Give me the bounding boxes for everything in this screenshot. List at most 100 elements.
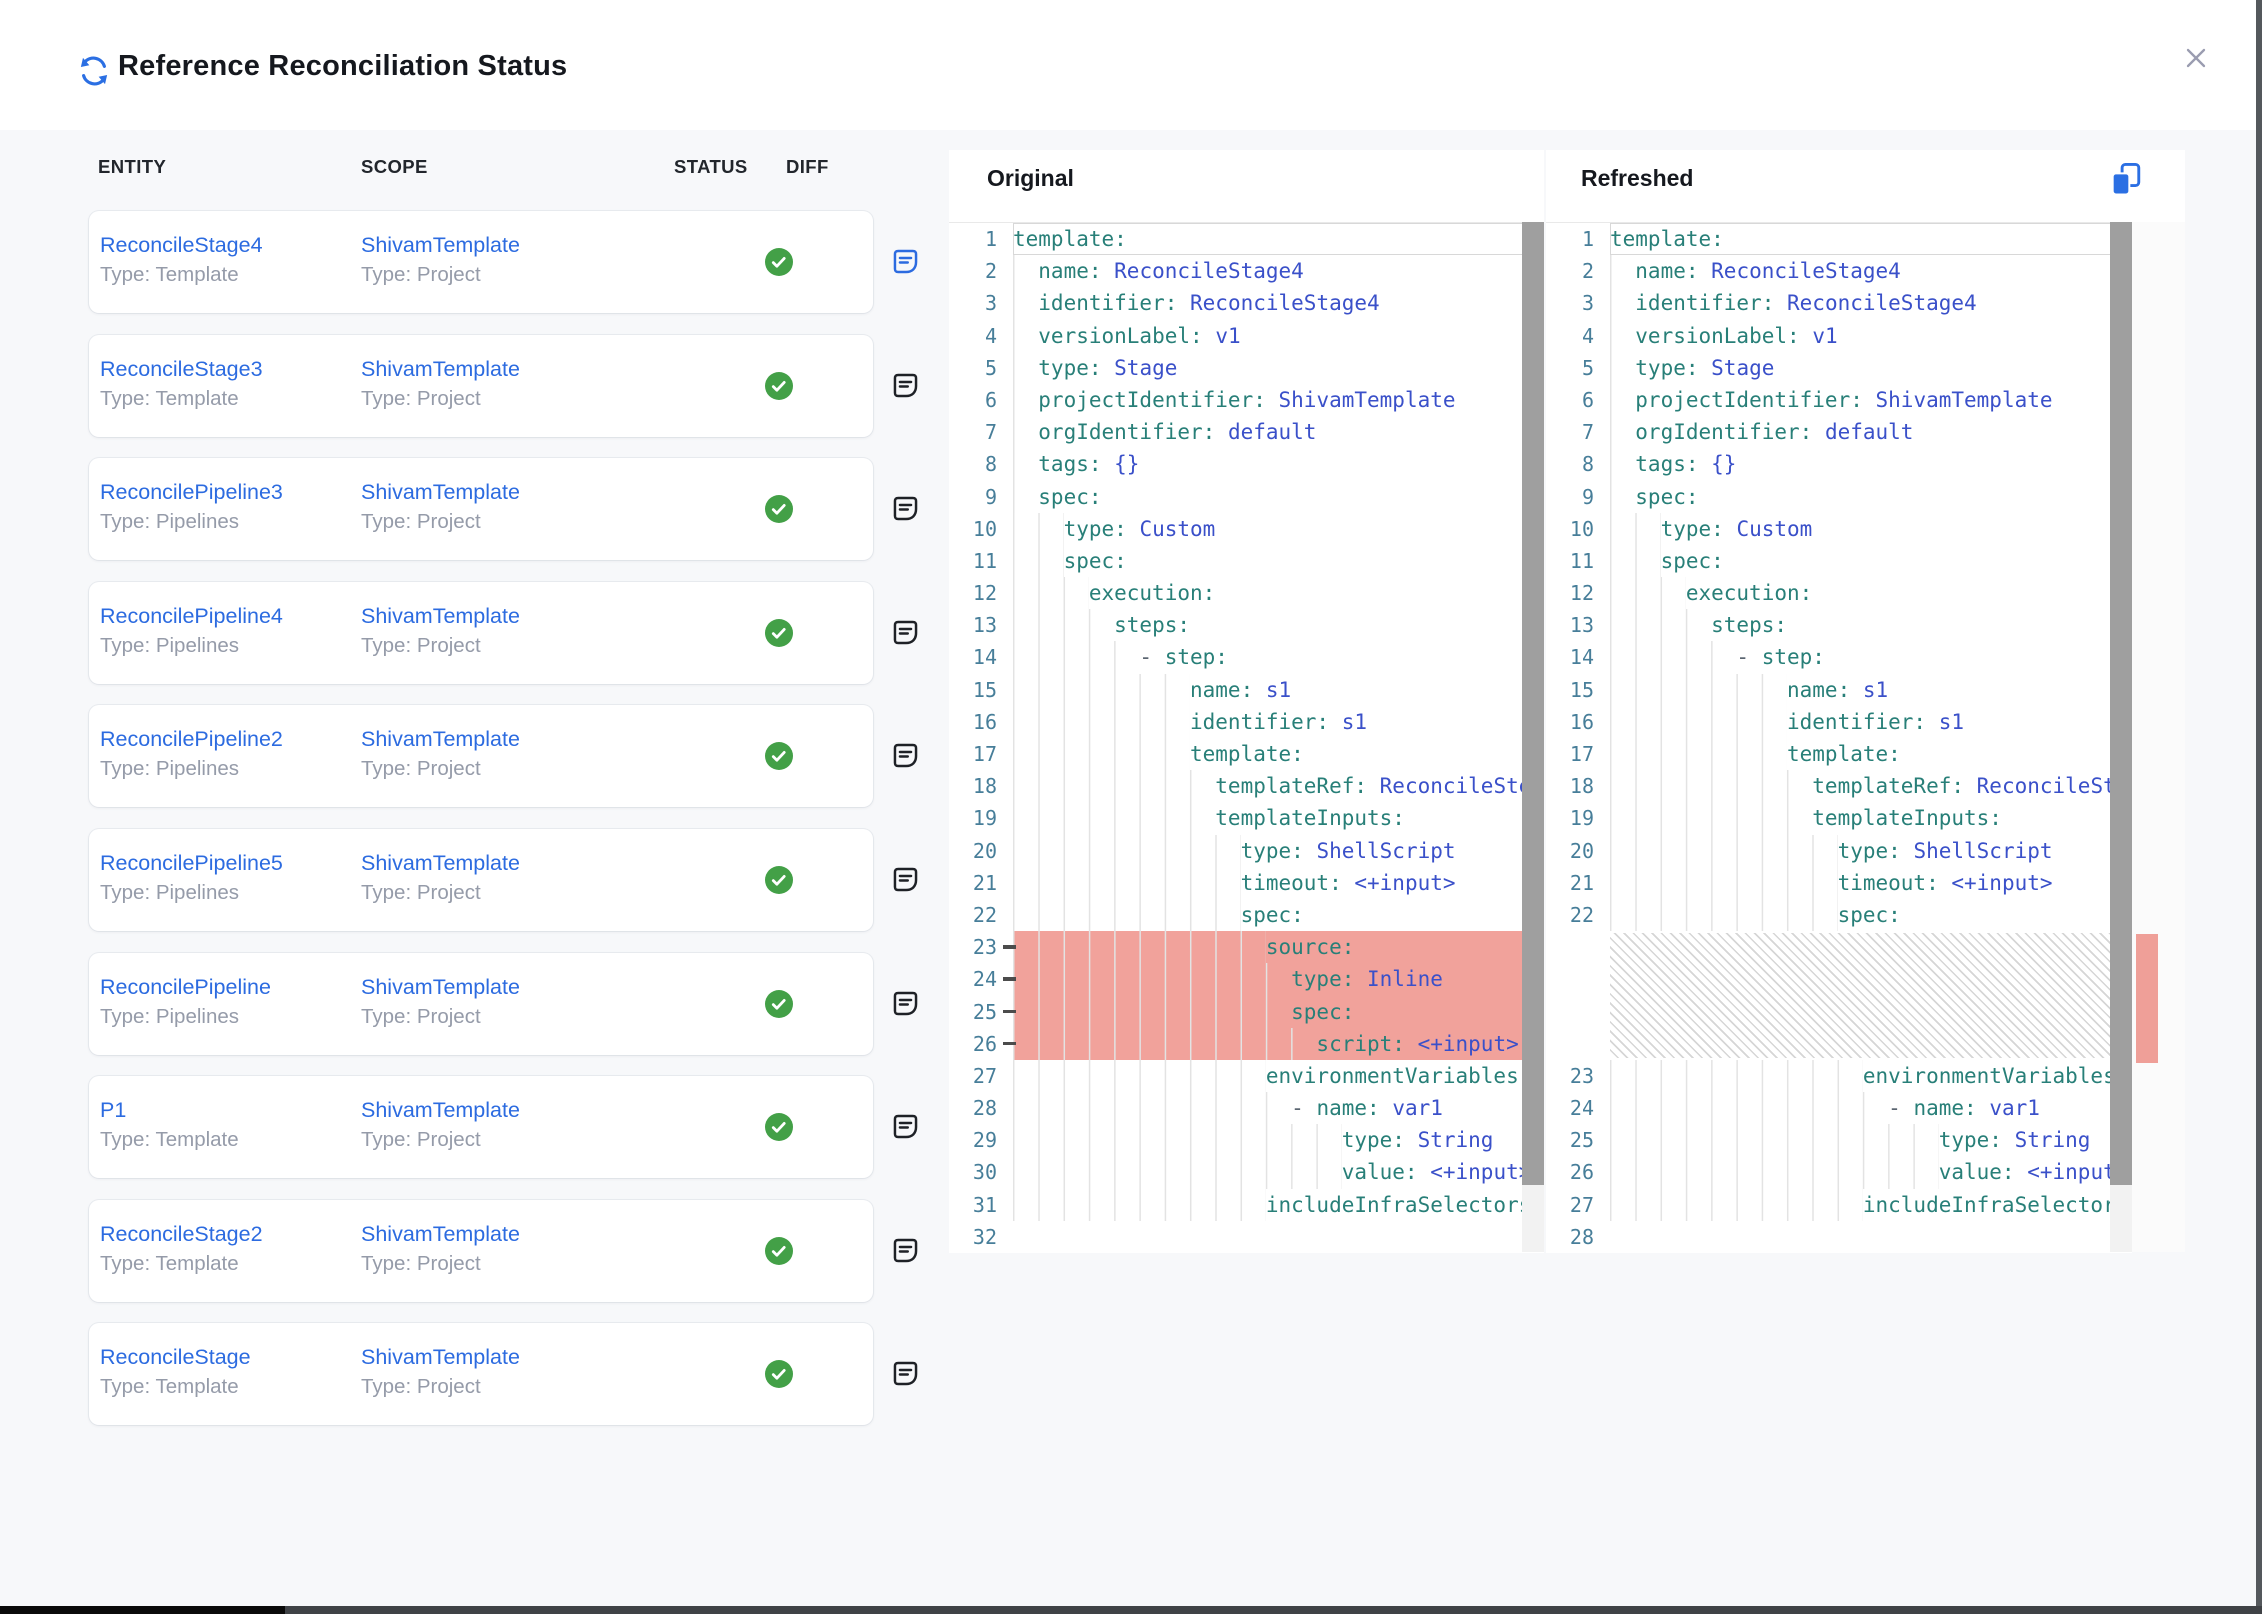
code-line: 15 name: s1 — [1546, 673, 2132, 706]
line-number: 6 — [1581, 387, 1594, 412]
indent-guides — [1610, 255, 1636, 288]
line-number: 5 — [1581, 355, 1594, 380]
line-number: 3 — [1581, 291, 1594, 316]
line-number: 22 — [972, 902, 997, 927]
column-header-entity: ENTITY — [98, 156, 167, 177]
table-row[interactable]: ReconcileStage Type: Template ShivamTemp… — [89, 1323, 918, 1426]
scope-link[interactable]: ShivamTemplate — [361, 850, 520, 875]
code-line: 8 tags: {} — [949, 448, 1544, 481]
entity-link[interactable]: ReconcilePipeline2 — [100, 727, 283, 752]
scope-link[interactable]: ShivamTemplate — [361, 727, 520, 752]
entity-link[interactable]: ReconcilePipeline — [100, 974, 271, 999]
code-line: 11 spec: — [1546, 544, 2132, 578]
entity-link[interactable]: ReconcilePipeline3 — [100, 480, 283, 505]
copy-icon[interactable] — [2106, 160, 2146, 200]
indent-guides — [1013, 770, 1216, 803]
line-number: 1 — [984, 227, 997, 251]
indent-guides — [1610, 866, 1838, 899]
scope-link[interactable]: ShivamTemplate — [361, 233, 520, 257]
refreshed-scrollbar-thumb[interactable] — [2110, 222, 2132, 1185]
line-number: 32 — [972, 1224, 997, 1249]
line-number: 22 — [1569, 902, 1594, 927]
line-number: 9 — [1581, 484, 1594, 509]
diff-note-icon[interactable] — [890, 493, 921, 524]
scope-type-label: Type: Project — [361, 1375, 481, 1399]
refresh-icon — [76, 53, 112, 89]
table-row[interactable]: ReconcilePipeline5 Type: Pipelines Shiva… — [89, 828, 918, 931]
scope-link[interactable]: ShivamTemplate — [361, 974, 520, 999]
refreshed-code-editor[interactable]: 1 template: 2 name: ReconcileStage4 3 identif… — [1546, 222, 2132, 1253]
entity-link[interactable]: ReconcilePipeline4 — [100, 603, 283, 628]
entity-link[interactable]: ReconcileStage — [100, 1345, 251, 1370]
code-line: 12 execution: — [1546, 577, 2132, 610]
diff-note-icon[interactable] — [890, 370, 921, 401]
original-scrollbar-thumb[interactable] — [1522, 222, 1544, 1185]
original-panel-title: Original — [987, 165, 1074, 191]
entity-type-label: Type: Template — [100, 1128, 239, 1152]
table-row[interactable]: ReconcileStage4 Type: Template ShivamTem… — [89, 211, 918, 313]
scope-link[interactable]: ShivamTemplate — [361, 356, 520, 381]
entity-link[interactable]: ReconcilePipeline5 — [100, 850, 283, 875]
line-number: 30 — [972, 1160, 997, 1185]
diff-note-icon[interactable] — [890, 740, 921, 771]
refreshed-scrollbar[interactable] — [2110, 222, 2132, 1252]
status-check-icon — [764, 618, 794, 648]
entity-link[interactable]: P1 — [100, 1098, 127, 1123]
table-row[interactable]: P1 Type: Template ShivamTemplate Type: P… — [89, 1076, 918, 1179]
code-line: 17 template: — [949, 738, 1544, 771]
scope-link[interactable]: ShivamTemplate — [361, 1221, 520, 1246]
indent-guides — [1610, 705, 1787, 738]
diff-note-icon[interactable] — [890, 1235, 921, 1266]
table-row[interactable]: ReconcileStage2 Type: Template ShivamTem… — [89, 1199, 918, 1302]
indent-guides — [1013, 834, 1241, 867]
table-row[interactable]: ReconcilePipeline Type: Pipelines Shivam… — [89, 952, 918, 1055]
scope-link[interactable]: ShivamTemplate — [361, 603, 520, 628]
line-number: 20 — [972, 838, 997, 863]
scope-link[interactable]: ShivamTemplate — [361, 1098, 520, 1123]
table-row[interactable]: ReconcilePipeline4 Type: Pipelines Shiva… — [89, 581, 918, 684]
line-number: 20 — [1569, 838, 1594, 863]
line-number: 31 — [972, 1192, 997, 1217]
scope-type-label: Type: Project — [361, 1004, 481, 1028]
line-number: 12 — [1569, 581, 1594, 606]
line-number: 10 — [1569, 516, 1594, 541]
line-number: 24 — [1569, 1096, 1594, 1121]
diff-note-icon[interactable] — [890, 988, 921, 1019]
indent-guides — [1013, 866, 1241, 899]
column-header-diff: DIFF — [786, 156, 829, 177]
diff-note-icon[interactable] — [890, 617, 921, 648]
entity-link[interactable]: ReconcileStage2 — [100, 1221, 263, 1246]
diff-note-icon[interactable] — [890, 1358, 921, 1389]
scope-type-label: Type: Project — [361, 263, 481, 286]
line-number: 17 — [1569, 742, 1594, 766]
entity-type-label: Type: Template — [100, 1251, 239, 1275]
scope-link[interactable]: ShivamTemplate — [361, 1345, 520, 1370]
indent-guides — [1610, 319, 1636, 352]
line-number: 13 — [972, 613, 997, 638]
line-number: 23 — [1569, 1063, 1594, 1088]
code-line: 13 steps: — [949, 609, 1544, 642]
table-row[interactable]: ReconcilePipeline3 Type: Pipelines Shiva… — [89, 458, 918, 561]
close-button[interactable] — [2168, 30, 2224, 86]
indent-guides — [1013, 448, 1039, 481]
code-line: 31 includeInfraSelectors: — [949, 1188, 1544, 1221]
entity-link[interactable]: ReconcileStage4 — [100, 233, 263, 257]
table-row[interactable]: ReconcilePipeline2 Type: Pipelines Shiva… — [89, 705, 918, 808]
line-number: 9 — [984, 484, 997, 509]
indent-guides — [1610, 287, 1636, 320]
entity-type-label: Type: Pipelines — [100, 510, 240, 534]
original-code-editor[interactable]: 1 template: 2 name: ReconcileStage4 3 identif… — [949, 222, 1544, 1253]
diff-note-icon[interactable] — [890, 864, 921, 895]
code-line: 18 templateRef: ReconcileStep — [949, 770, 1544, 803]
diff-note-icon[interactable] — [890, 1111, 921, 1142]
code-line: 10 type: Custom — [1546, 512, 2132, 545]
scope-link[interactable]: ShivamTemplate — [361, 480, 520, 505]
original-scrollbar[interactable] — [1522, 222, 1544, 1252]
entity-link[interactable]: ReconcileStage3 — [100, 356, 263, 381]
code-line: 29 type: String — [949, 1124, 1544, 1157]
table-row[interactable]: ReconcileStage3 Type: Template ShivamTem… — [89, 334, 918, 437]
entity-type-label: Type: Pipelines — [100, 633, 240, 657]
indent-guides — [1610, 480, 1636, 513]
code-line: 22 spec: — [949, 898, 1544, 932]
diff-note-icon[interactable] — [890, 246, 921, 277]
